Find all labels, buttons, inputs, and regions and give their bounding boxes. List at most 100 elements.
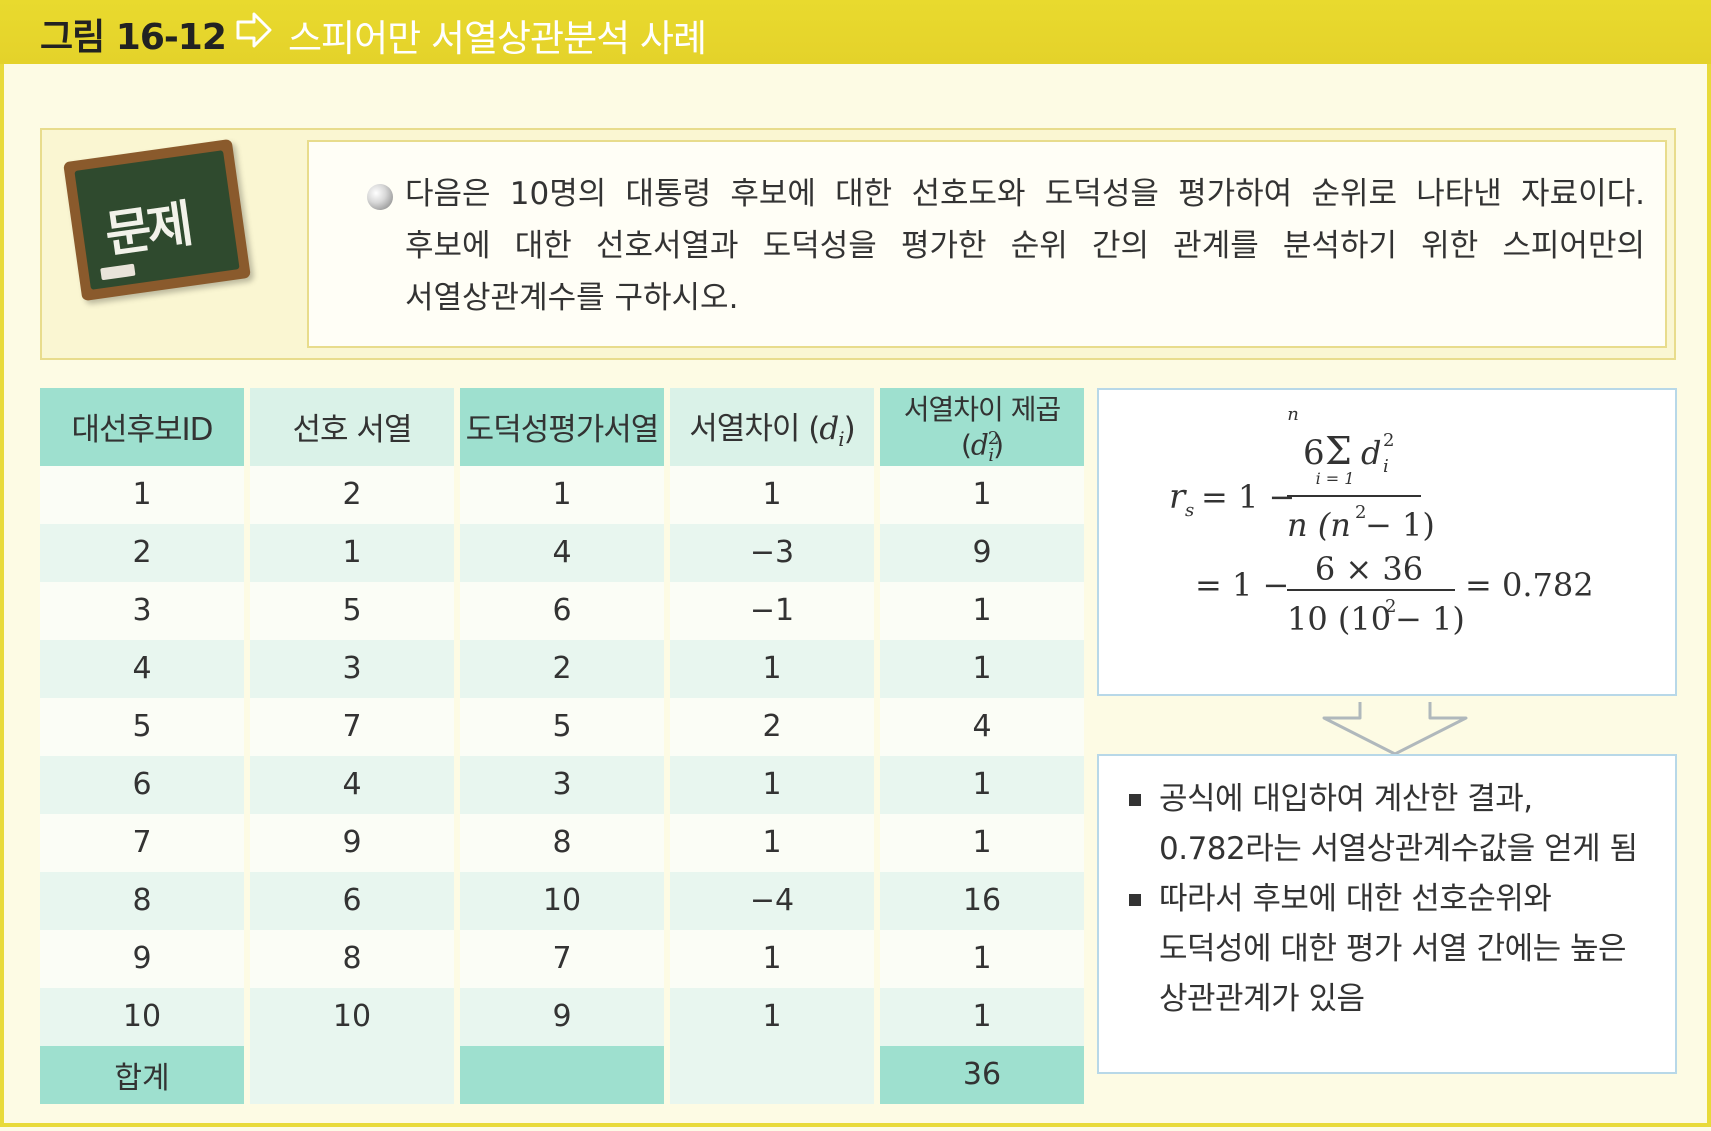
table-header-row: 대선후보ID 선호 서열 도덕성평가서열 서열차이 (di) 서열차이 제곱 (… <box>40 388 1084 466</box>
svg-text:10 (10: 10 (10 <box>1287 600 1391 638</box>
rank-table: 대선후보ID 선호 서열 도덕성평가서열 서열차이 (di) 서열차이 제곱 (… <box>34 388 1090 1104</box>
table-row: 8 6 10 −4 16 <box>40 871 1084 930</box>
cell: 6 <box>40 755 244 814</box>
cell: 3 <box>40 581 244 640</box>
table-row: 1 2 1 1 1 <box>40 465 1084 524</box>
down-arrow-icon <box>1322 702 1468 756</box>
problem-panel: 문제 다음은 10명의 대통령 후보에 대한 선호도와 도덕성을 평가하여 순위… <box>40 128 1676 360</box>
svg-text:r: r <box>1169 477 1187 517</box>
cell: 16 <box>880 871 1084 930</box>
cell: 1 <box>670 987 874 1046</box>
cell: 1 <box>40 465 244 524</box>
svg-text:− 1): − 1) <box>1365 506 1435 544</box>
cell: 1 <box>670 465 874 524</box>
cell: 7 <box>40 813 244 872</box>
svg-text:n (n: n (n <box>1287 506 1351 544</box>
cell: 5 <box>40 697 244 756</box>
result-panel: 공식에 대입하여 계산한 결과, 0.782라는 서열상관계수값을 얻게 됨 따… <box>1097 754 1677 1074</box>
cell: 7 <box>250 697 454 756</box>
double-arrow-icon <box>236 12 272 48</box>
svg-text:2: 2 <box>1355 502 1366 523</box>
cell: 8 <box>460 813 664 872</box>
cell: 1 <box>880 987 1084 1046</box>
cell <box>460 1045 664 1104</box>
cell: 1 <box>670 755 874 814</box>
svg-text:i: i <box>1383 456 1389 477</box>
cell: 4 <box>460 523 664 582</box>
cell: 2 <box>250 465 454 524</box>
svg-text:= 0.782: = 0.782 <box>1465 566 1594 604</box>
cell: 1 <box>250 523 454 582</box>
bullet-ball-icon <box>367 184 393 210</box>
cell: −3 <box>670 523 874 582</box>
cell: 3 <box>250 639 454 698</box>
cell: 1 <box>880 755 1084 814</box>
cell: 2 <box>670 697 874 756</box>
cell: 9 <box>460 987 664 1046</box>
cell: 1 <box>670 813 874 872</box>
svg-text:= 1 −: = 1 − <box>1195 566 1289 604</box>
table-row: 4 3 2 1 1 <box>40 639 1084 698</box>
problem-text-box: 다음은 10명의 대통령 후보에 대한 선호도와 도덕성을 평가하여 순위로 나… <box>307 140 1667 348</box>
svg-text:6: 6 <box>1303 433 1325 473</box>
figure-header: 그림 16-12 스피어만 서열상관분석 사례 <box>0 0 1711 64</box>
cell: 1 <box>460 465 664 524</box>
svg-text:= 1 −: = 1 − <box>1201 478 1295 516</box>
table-row: 7 9 8 1 1 <box>40 813 1084 872</box>
cell: 1 <box>880 813 1084 872</box>
header-preference-rank: 선호 서열 <box>250 388 454 466</box>
cell: 1 <box>880 465 1084 524</box>
cell: 8 <box>250 929 454 988</box>
header-morality-rank: 도덕성평가서열 <box>460 388 664 466</box>
cell: 5 <box>250 581 454 640</box>
cell: 5 <box>460 697 664 756</box>
cell: 10 <box>40 987 244 1046</box>
cell: 4 <box>40 639 244 698</box>
cell: 1 <box>670 929 874 988</box>
cell: 1 <box>880 929 1084 988</box>
cell: 4 <box>250 755 454 814</box>
cell: 9 <box>880 523 1084 582</box>
svg-text:− 1): − 1) <box>1395 600 1465 638</box>
table-row: 10 10 9 1 1 <box>40 987 1084 1046</box>
problem-text: 다음은 10명의 대통령 후보에 대한 선호도와 도덕성을 평가하여 순위로 나… <box>405 176 1645 316</box>
spearman-formula: n 6 Σ i = 1 d 2 i r s = 1 − n (n 2 − 1) … <box>1169 404 1594 638</box>
cell: 3 <box>460 755 664 814</box>
table-row: 3 5 6 −1 1 <box>40 581 1084 640</box>
cell: 2 <box>460 639 664 698</box>
list-item: 따라서 후보에 대한 선호순위와 도덕성에 대한 평가 서열 간에는 높은 상관… <box>1129 874 1647 1024</box>
cell: 8 <box>40 871 244 930</box>
cell: 6 <box>250 871 454 930</box>
cell: 6 <box>460 581 664 640</box>
svg-text:6 × 36: 6 × 36 <box>1315 550 1423 588</box>
cell <box>670 1045 874 1104</box>
table-row: 9 8 7 1 1 <box>40 929 1084 988</box>
cell: 9 <box>250 813 454 872</box>
cell: 4 <box>880 697 1084 756</box>
table-row: 5 7 5 2 4 <box>40 697 1084 756</box>
total-value: 36 <box>880 1045 1084 1104</box>
table-row: 6 4 3 1 1 <box>40 755 1084 814</box>
problem-badge: 문제 <box>101 194 193 265</box>
cell: −1 <box>670 581 874 640</box>
cell: 1 <box>880 581 1084 640</box>
figure-label: 그림 16-12 <box>40 17 227 58</box>
list-item: 공식에 대입하여 계산한 결과, 0.782라는 서열상관계수값을 얻게 됨 <box>1129 774 1647 874</box>
svg-text:n: n <box>1287 404 1299 425</box>
chalkboard-icon: 문제 <box>63 138 251 302</box>
figure-title: 스피어만 서열상관분석 사례 <box>288 17 707 60</box>
svg-text:2: 2 <box>1383 430 1394 451</box>
formula-panel: n 6 Σ i = 1 d 2 i r s = 1 − n (n 2 − 1) … <box>1097 388 1677 696</box>
cell <box>250 1045 454 1104</box>
svg-text:d: d <box>1361 434 1381 472</box>
header-rank-difference-squared: 서열차이 제곱 (d2i) <box>880 388 1084 466</box>
cell: 10 <box>460 871 664 930</box>
cell: 2 <box>40 523 244 582</box>
cell: −4 <box>670 871 874 930</box>
svg-text:Σ: Σ <box>1325 429 1352 473</box>
cell: 1 <box>880 639 1084 698</box>
svg-text:i = 1: i = 1 <box>1316 469 1355 488</box>
cell: 9 <box>40 929 244 988</box>
svg-text:s: s <box>1185 500 1194 521</box>
header-rank-difference: 서열차이 (di) <box>670 388 874 466</box>
